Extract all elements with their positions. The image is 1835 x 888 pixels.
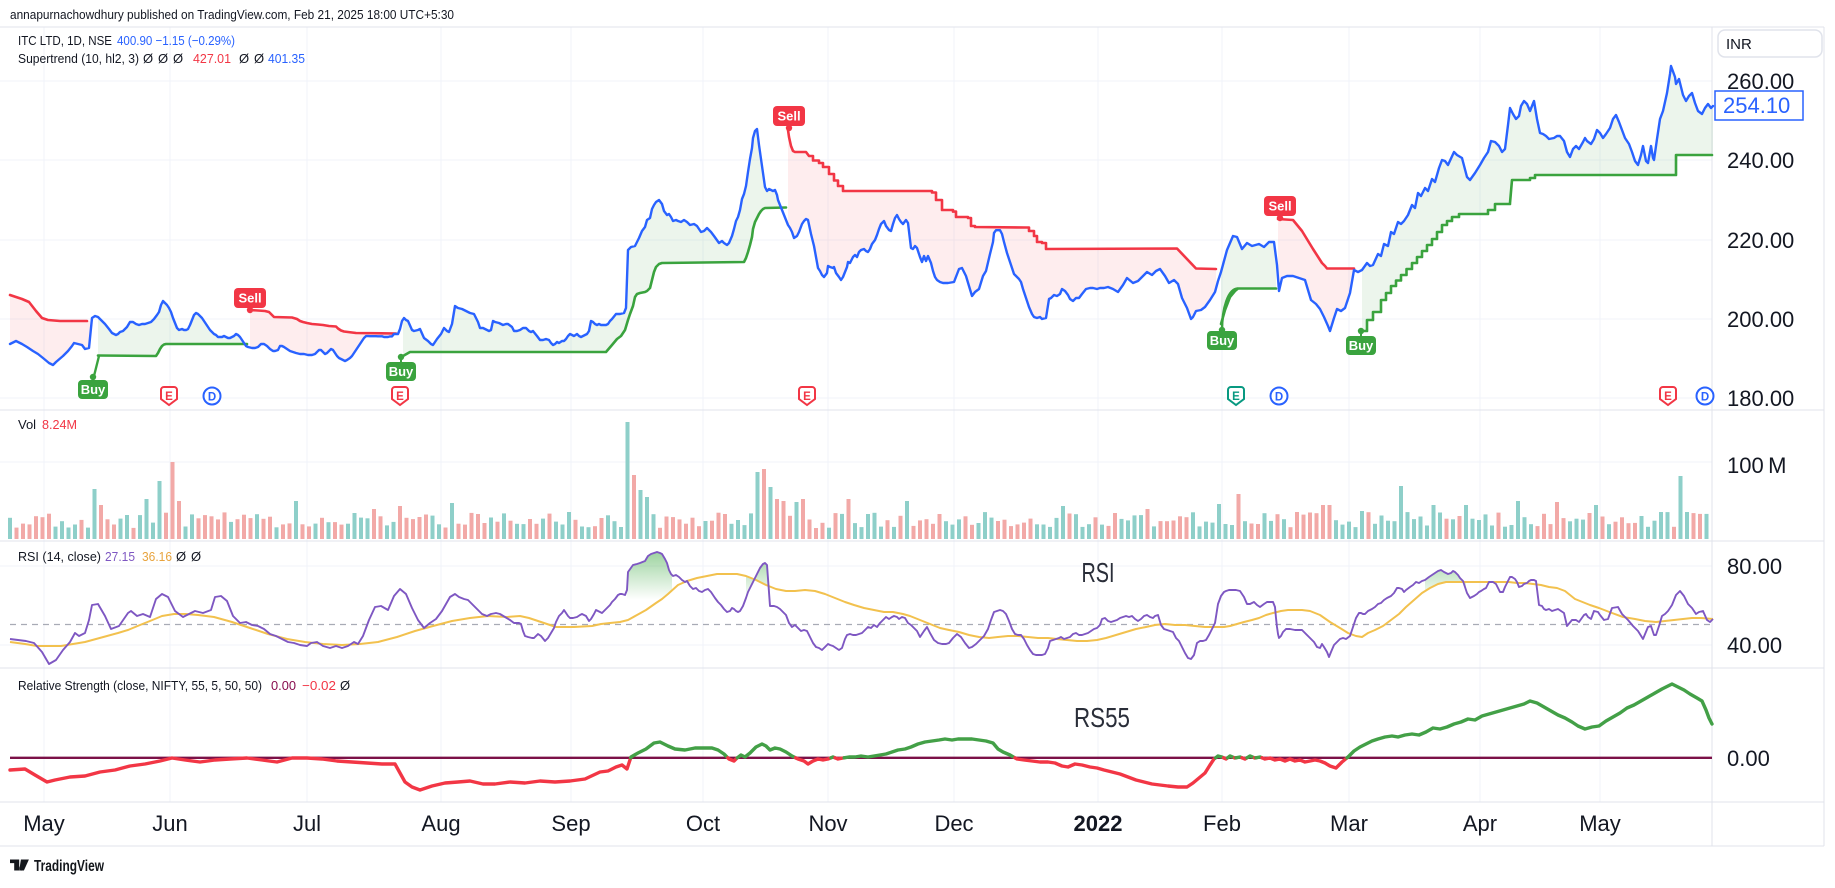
svg-text:May: May [23, 811, 65, 836]
svg-text:Ø: Ø [173, 51, 183, 66]
svg-text:−0.02: −0.02 [302, 678, 336, 693]
svg-text:Feb: Feb [1203, 811, 1241, 836]
svg-text:Buy: Buy [81, 382, 106, 397]
svg-text:220.00: 220.00 [1727, 228, 1794, 253]
svg-text:0.00: 0.00 [271, 678, 296, 693]
svg-text:0.00: 0.00 [1727, 746, 1770, 771]
svg-text:100 M: 100 M [1727, 453, 1786, 478]
svg-text:Sep: Sep [551, 811, 590, 836]
svg-text:80.00: 80.00 [1727, 554, 1782, 579]
svg-text:E: E [803, 391, 811, 403]
svg-text:Relative Strength (close, NIFT: Relative Strength (close, NIFTY, 55, 5, … [18, 678, 262, 693]
svg-text:RS55: RS55 [1074, 702, 1130, 733]
svg-text:Sell: Sell [777, 109, 800, 124]
svg-text:Ø: Ø [254, 51, 264, 66]
svg-text:E: E [396, 391, 404, 403]
svg-text:Buy: Buy [389, 364, 414, 379]
svg-text:Nov: Nov [808, 811, 847, 836]
svg-text:D: D [1701, 392, 1709, 404]
svg-text:27.15: 27.15 [105, 549, 135, 564]
svg-text:E: E [1664, 391, 1672, 403]
svg-text:Ø: Ø [158, 51, 168, 66]
svg-text:Aug: Aug [421, 811, 460, 836]
svg-text:D: D [1275, 392, 1283, 404]
svg-text:40.00: 40.00 [1727, 633, 1782, 658]
svg-text:D: D [208, 392, 216, 404]
svg-text:E: E [165, 391, 173, 403]
svg-text:Jul: Jul [293, 811, 321, 836]
svg-text:Sell: Sell [1268, 199, 1291, 214]
svg-text:RSI (14, close): RSI (14, close) [18, 549, 101, 564]
svg-text:ITC LTD, 1D, NSE: ITC LTD, 1D, NSE [18, 33, 112, 48]
svg-text:8.24M: 8.24M [42, 417, 77, 432]
svg-text:Ø: Ø [191, 549, 201, 564]
svg-text:TradingView: TradingView [34, 858, 105, 875]
svg-text:Jun: Jun [152, 811, 187, 836]
svg-text:Ø: Ø [239, 51, 249, 66]
svg-text:427.01: 427.01 [193, 51, 231, 66]
svg-text:240.00: 240.00 [1727, 148, 1794, 173]
svg-text:Supertrend (10, hl2, 3): Supertrend (10, hl2, 3) [18, 51, 139, 66]
svg-text:Apr: Apr [1463, 811, 1497, 836]
svg-text:May: May [1579, 811, 1621, 836]
svg-text:2022: 2022 [1074, 811, 1123, 836]
svg-text:E: E [1232, 391, 1240, 403]
svg-text:Ø: Ø [176, 549, 186, 564]
svg-text:Vol: Vol [18, 417, 36, 432]
svg-text:36.16: 36.16 [142, 549, 172, 564]
svg-text:180.00: 180.00 [1727, 386, 1794, 411]
svg-text:Sell: Sell [238, 291, 261, 306]
svg-text:Ø: Ø [143, 51, 153, 66]
svg-text:401.35: 401.35 [268, 51, 305, 66]
svg-text:200.00: 200.00 [1727, 307, 1794, 332]
svg-text:annapurnachowdhury published o: annapurnachowdhury published on TradingV… [10, 7, 454, 22]
svg-text:Dec: Dec [934, 811, 973, 836]
svg-text:Buy: Buy [1349, 338, 1374, 353]
svg-text:Mar: Mar [1330, 811, 1368, 836]
svg-text:400.90 −1.15 (−0.29%): 400.90 −1.15 (−0.29%) [117, 33, 235, 48]
svg-text:Oct: Oct [686, 811, 720, 836]
svg-text:INR: INR [1726, 36, 1752, 53]
svg-text:254.10: 254.10 [1723, 93, 1790, 118]
svg-text:Buy: Buy [1210, 333, 1235, 348]
svg-text:Ø: Ø [340, 678, 350, 693]
svg-text:RSI: RSI [1082, 557, 1115, 588]
svg-text:260.00: 260.00 [1727, 69, 1794, 94]
